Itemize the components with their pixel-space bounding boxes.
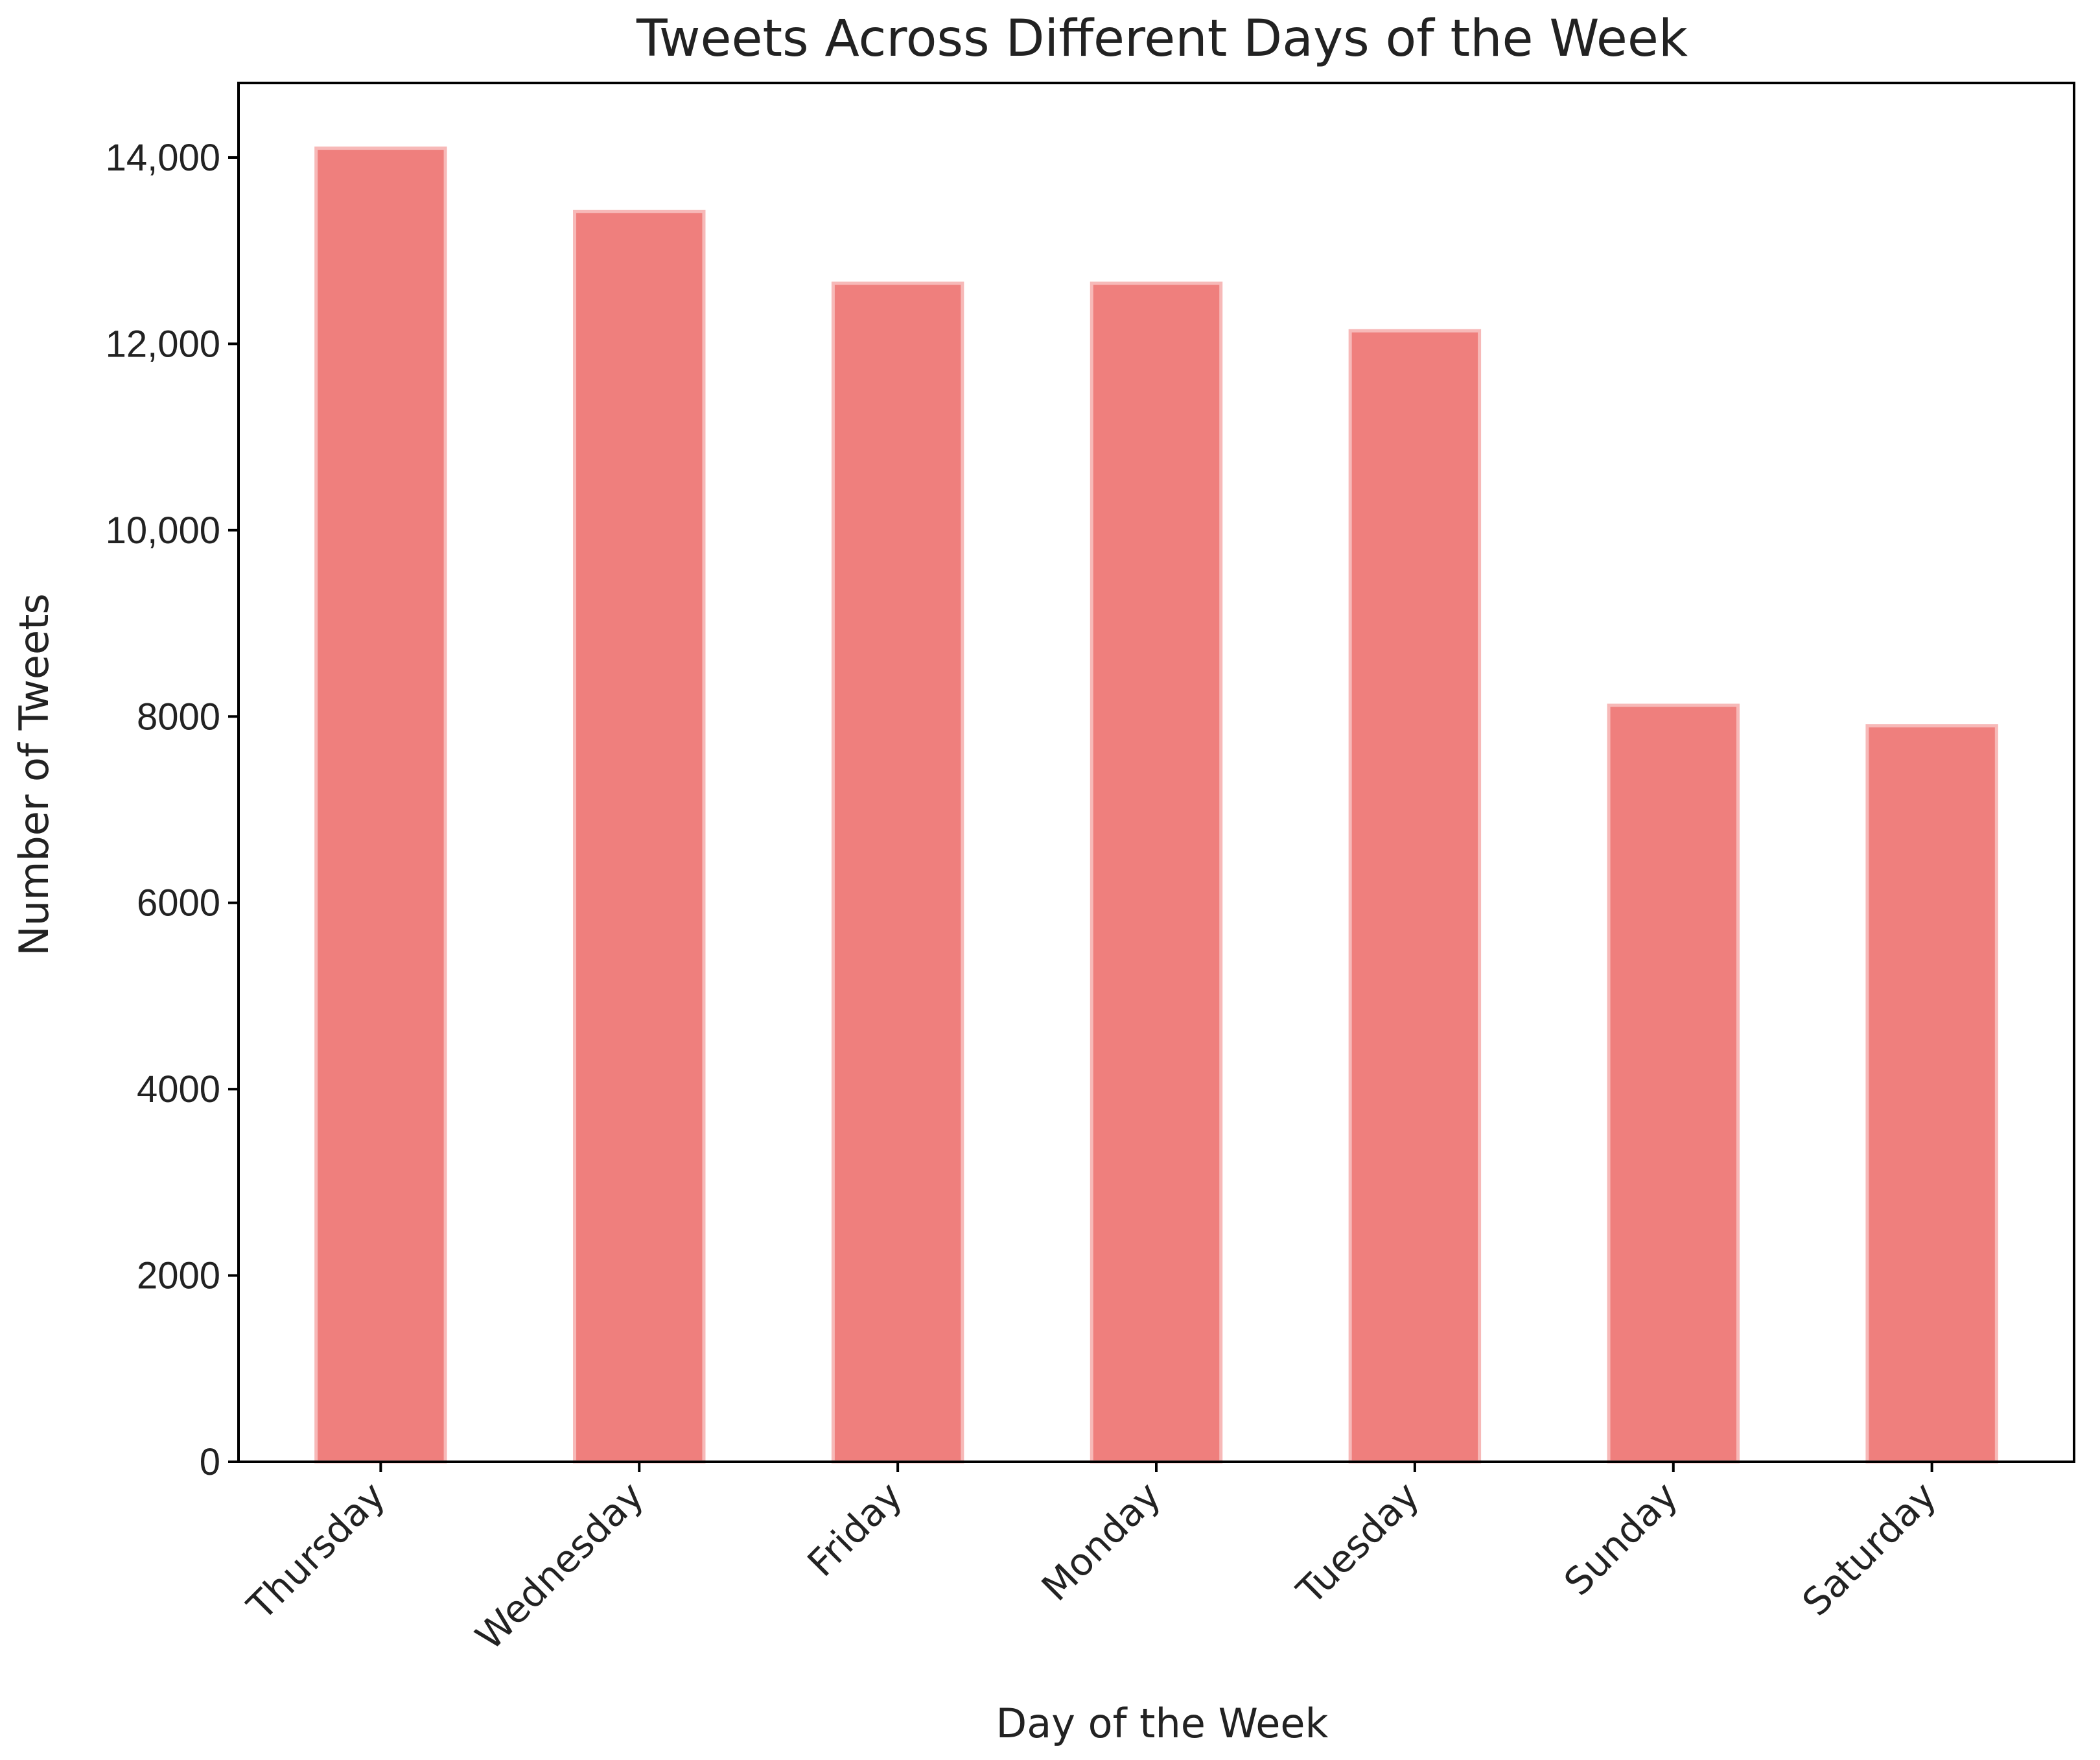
y-tick-label: 12,000 [106, 323, 220, 365]
y-tick-label: 14,000 [106, 137, 220, 179]
bars-layer [314, 147, 1998, 1464]
bar-wednesday [573, 209, 706, 1464]
y-tick-label: 10,000 [106, 510, 220, 552]
bar-thursday [314, 147, 447, 1464]
bar-sunday [1607, 703, 1740, 1464]
bar-monday [1090, 281, 1223, 1464]
plot-frame [237, 82, 2075, 1463]
bar-friday [831, 281, 964, 1464]
y-axis-ticks: 0 2000 4000 6000 8000 10,000 12,000 14,000 [106, 137, 239, 1483]
y-tick-label: 4000 [137, 1068, 220, 1110]
bar-saturday [1865, 724, 1998, 1464]
bar-tuesday [1348, 329, 1482, 1464]
y-tick-label: 0 [200, 1441, 220, 1483]
chart-title: Tweets Across Different Days of the Week [636, 10, 1688, 68]
x-axis-label: Day of the Week [996, 1700, 1329, 1747]
y-axis-label: Number of Tweets [10, 593, 58, 956]
y-tick-label: 8000 [137, 696, 220, 738]
y-tick-label: 6000 [137, 882, 220, 924]
y-tick-label: 2000 [137, 1255, 220, 1297]
